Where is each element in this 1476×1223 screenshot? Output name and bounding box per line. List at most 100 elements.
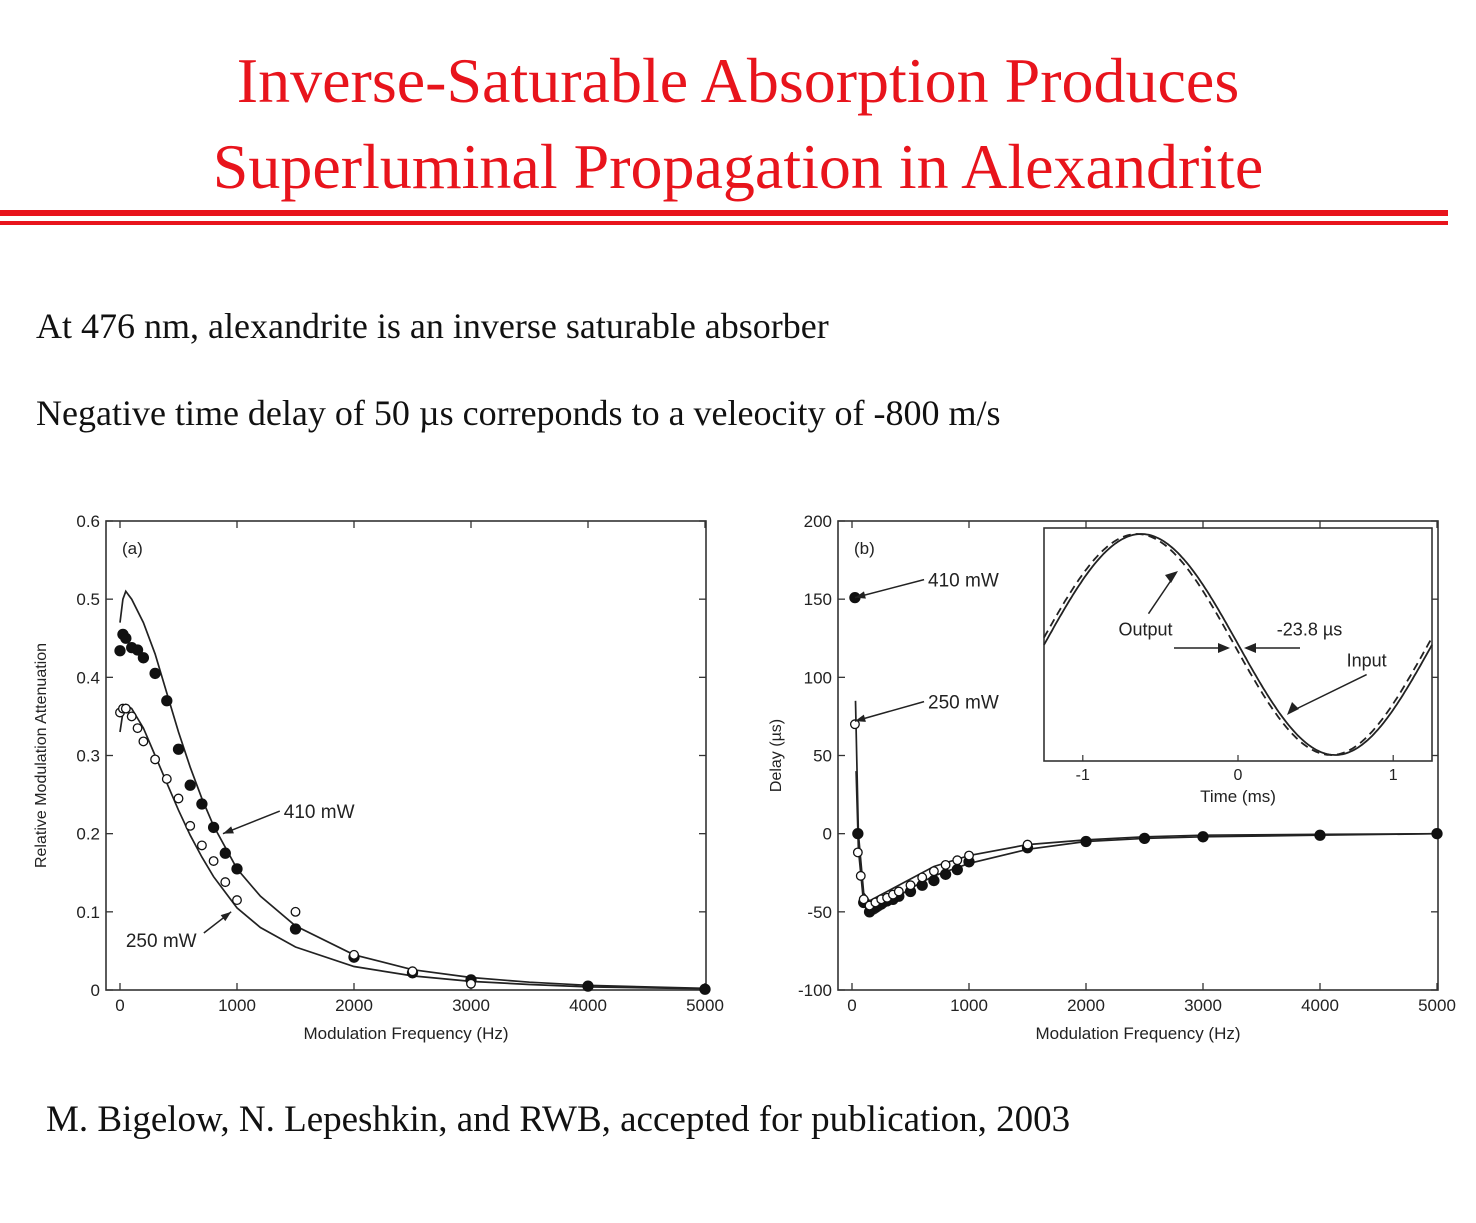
x-tick-label: 5000 <box>1418 996 1456 1015</box>
data-point <box>149 667 161 680</box>
y-tick-label: 0.6 <box>76 512 100 531</box>
data-point <box>137 652 150 664</box>
data-point <box>173 793 184 804</box>
fit-curve <box>119 589 706 990</box>
inset-label-delay: -23.8 µs <box>1277 620 1342 640</box>
inset-label-output: Output <box>1118 620 1172 640</box>
data-point <box>207 821 220 834</box>
data-point <box>952 855 963 866</box>
x-tick-label: 1000 <box>218 996 256 1015</box>
data-point <box>196 840 207 851</box>
data-point <box>161 695 173 707</box>
inset-arrow-input <box>1289 673 1367 713</box>
data-point <box>150 754 161 765</box>
data-point <box>131 644 144 656</box>
x-tick-label: 4000 <box>1301 996 1339 1015</box>
x-tick-label: 1000 <box>950 996 988 1015</box>
x-tick-label: 2000 <box>335 996 373 1015</box>
data-point <box>852 828 864 840</box>
y-tick-label: 150 <box>804 590 832 609</box>
slide-title: Inverse-Saturable Absorption Produces Su… <box>0 38 1476 210</box>
series-410-mw <box>114 628 711 995</box>
data-point <box>208 856 219 866</box>
data-point <box>939 868 952 880</box>
data-point <box>161 774 172 784</box>
data-point <box>855 870 866 881</box>
y-tick-label: 100 <box>804 668 832 687</box>
x-tick-label: 3000 <box>1184 996 1222 1015</box>
y-axis-title: Relative Modulation Attenuation <box>33 643 50 868</box>
series-250-mw <box>115 703 476 989</box>
data-point <box>407 966 418 977</box>
fit-curve <box>119 703 706 990</box>
x-tick-label: 2000 <box>1067 996 1105 1015</box>
data-point <box>219 847 231 859</box>
chart-panel-b: 0 1000 2000 3000 4000 5000-100-50050100150200… <box>768 512 1456 1043</box>
annotation-arrowhead <box>854 714 866 722</box>
data-point <box>114 645 126 657</box>
y-tick-label: 0.5 <box>76 590 100 609</box>
data-point <box>196 798 208 810</box>
data-point <box>928 874 940 887</box>
title-line-2: Superluminal Propagation in Alexandrite <box>212 131 1264 202</box>
inset-wave-output <box>1043 533 1433 756</box>
statement-absorber: At 476 nm, alexandrite is an inverse sat… <box>36 306 829 346</box>
data-point <box>185 820 196 831</box>
panel-label: (b) <box>854 539 875 558</box>
inset-x-axis-title: Time (ms) <box>1200 787 1276 806</box>
citation: M. Bigelow, N. Lepeshkin, and RWB, accep… <box>46 1099 1071 1140</box>
y-tick-label: 0 <box>823 825 832 844</box>
data-point <box>849 719 860 730</box>
data-point <box>466 978 476 989</box>
annotation-label: 410 mW <box>284 802 355 823</box>
y-tick-label: 0.3 <box>76 747 100 766</box>
x-tick-label: 5000 <box>686 996 724 1015</box>
statement-velocity: Negative time delay of 50 µs correponds … <box>36 393 1001 433</box>
y-tick-label: -100 <box>798 981 832 1000</box>
data-point <box>172 743 185 755</box>
data-point <box>289 923 302 935</box>
title-line-1: Inverse-Saturable Absorption Produces <box>236 45 1240 116</box>
annotation-label: 410 mW <box>928 571 999 592</box>
y-tick-label: -50 <box>807 903 832 922</box>
chart-panel-a: 0 1000 2000 3000 4000 5000 0 0.1 0.2 0.3 0.4 0.5 0.6… <box>33 512 724 1043</box>
data-point <box>1314 829 1326 841</box>
data-point <box>1197 831 1209 843</box>
x-tick-label: 0 <box>847 996 856 1015</box>
data-point <box>120 703 131 714</box>
annotation-arrow <box>854 578 925 599</box>
data-point <box>852 847 863 858</box>
y-tick-label: 0.2 <box>76 825 100 844</box>
panel-label: (a) <box>122 539 143 558</box>
y-tick-label: 0 <box>91 981 100 1000</box>
data-point <box>132 723 143 734</box>
annotation-arrow <box>854 700 925 722</box>
data-point <box>1431 828 1443 840</box>
y-tick-label: 0.4 <box>76 668 100 687</box>
y-tick-label: 0.1 <box>76 903 100 922</box>
annotation-label: 250 mW <box>928 693 999 714</box>
data-point <box>928 866 939 877</box>
data-point <box>126 711 137 722</box>
inset-x-tick-label: 1 <box>1389 767 1398 784</box>
x-axis-title: Modulation Frequency (Hz) <box>1035 1024 1240 1043</box>
data-point <box>905 880 916 891</box>
data-point <box>220 877 231 888</box>
annotation-arrowhead <box>854 591 866 599</box>
data-point <box>940 859 951 870</box>
y-tick-label: 200 <box>804 512 832 531</box>
data-point <box>1138 832 1151 845</box>
plot-frame <box>105 520 707 991</box>
inset-wave-input <box>1043 533 1433 756</box>
data-point <box>951 863 963 876</box>
data-point <box>184 779 196 791</box>
data-point <box>349 949 359 960</box>
data-point <box>120 632 132 644</box>
x-tick-label: 4000 <box>569 996 607 1015</box>
data-point <box>1080 835 1092 848</box>
data-point <box>231 863 243 875</box>
data-point <box>232 895 242 906</box>
data-point <box>582 980 594 992</box>
